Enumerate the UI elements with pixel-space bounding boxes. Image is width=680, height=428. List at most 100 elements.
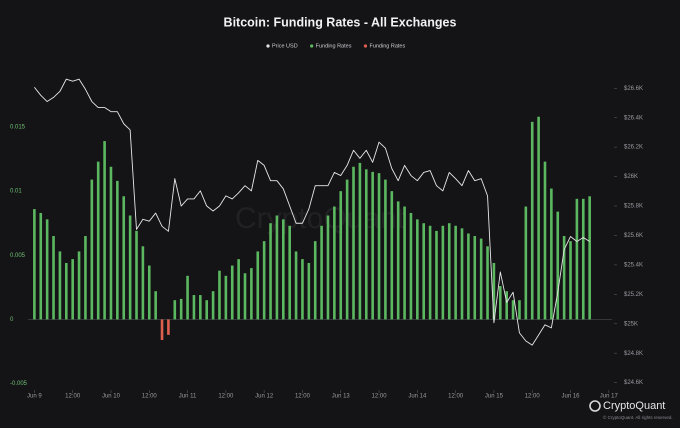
y2-tick-label: $24.8K (624, 351, 643, 357)
bar (416, 219, 419, 320)
bar (460, 228, 464, 320)
x-tick-label: 12:00 (372, 394, 388, 400)
bar (537, 116, 540, 320)
bar (467, 233, 470, 320)
x-tick-label: 12:00 (525, 394, 541, 400)
bar (205, 300, 209, 320)
bar (543, 161, 547, 320)
legend-label: Price USD (272, 43, 298, 49)
bar (154, 291, 157, 320)
bar (237, 259, 240, 320)
bar (352, 166, 355, 320)
y2-tick-label: $26K (624, 174, 638, 180)
bar (230, 265, 234, 320)
x-tick-label: Jun 10 (102, 394, 121, 400)
bar (505, 291, 508, 320)
bar (71, 259, 74, 320)
bar (307, 262, 311, 320)
bar (486, 246, 489, 320)
bar (211, 291, 215, 320)
x-tick-label: 12:00 (218, 394, 234, 400)
y2-tick-label: $24.6K (624, 380, 643, 386)
x-tick-label: Jun 12 (255, 394, 274, 400)
y2-tick-label: $25.4K (624, 262, 643, 268)
y-tick-label: 0 (10, 317, 14, 323)
brand-name: CryptoQuant (603, 400, 665, 412)
bar (473, 236, 477, 320)
bar (454, 225, 457, 320)
y-tick-label: 0.01 (10, 189, 22, 195)
y2-tick-label: $25K (624, 321, 638, 327)
bar (371, 171, 374, 320)
y2-tick-label: $25.8K (624, 204, 643, 210)
legend-swatch (310, 44, 314, 48)
bar (147, 265, 151, 320)
bar (45, 219, 49, 320)
bar (313, 241, 317, 320)
bar (396, 201, 400, 320)
legend: Price USD Funding Rates Funding Rates (266, 43, 405, 49)
bar (556, 211, 560, 320)
bar (64, 262, 68, 320)
y-tick-label: -0.005 (10, 381, 28, 387)
bar (224, 275, 228, 320)
bar (33, 209, 36, 320)
bar (422, 223, 426, 320)
bar (333, 206, 336, 320)
bar (103, 141, 106, 320)
bar (575, 198, 579, 320)
legend-swatch (266, 44, 270, 48)
logo-icon (589, 400, 601, 412)
bar (569, 241, 572, 320)
bar (364, 169, 368, 320)
bar (90, 179, 94, 320)
bar (128, 215, 132, 320)
bar (581, 198, 585, 320)
bar (173, 300, 177, 320)
bar (256, 251, 260, 320)
bar (320, 225, 323, 320)
bar (492, 262, 496, 320)
bar (588, 196, 591, 320)
bar (262, 241, 266, 320)
bar (141, 246, 145, 320)
bar (499, 286, 502, 320)
bar (96, 161, 100, 320)
y2-tick-label: $25.6K (624, 233, 643, 239)
y2-tick-label: $26.6K (624, 86, 643, 92)
legend-swatch (363, 44, 368, 48)
bar (275, 215, 279, 320)
bar (52, 236, 55, 320)
bar (447, 223, 451, 320)
bar (409, 212, 413, 320)
x-tick-label: Jun 16 (562, 394, 581, 400)
bar (390, 191, 394, 320)
bar (218, 270, 221, 320)
bar (84, 236, 87, 320)
bar (326, 215, 330, 320)
bar (403, 206, 406, 320)
bar (135, 230, 138, 320)
bar (518, 300, 521, 320)
bar (116, 180, 119, 320)
x-tick-label: Jun 9 (27, 394, 42, 400)
bar (530, 121, 534, 320)
bar (511, 300, 515, 320)
bar (192, 295, 196, 320)
y2-tick-label: $26.2K (624, 145, 643, 151)
bar (179, 298, 183, 320)
y2-tick-label: $26.4K (624, 115, 643, 121)
bar-series (33, 116, 591, 320)
bar (250, 268, 253, 320)
copyright: © CryptoQuant. All rights reserved. (603, 414, 673, 420)
x-tick-label: Jun 11 (179, 394, 197, 400)
bar (243, 273, 247, 320)
brand-logo: CryptoQuant © CryptoQuant. All rights re… (589, 400, 673, 420)
bar (384, 179, 387, 320)
bar (524, 206, 528, 320)
x-tick-label: 12:00 (65, 394, 81, 400)
x-tick-label: Jun 17 (600, 394, 619, 400)
chart-title: Bitcoin: Funding Rates - All Exchanges (224, 15, 457, 29)
bar (167, 319, 170, 335)
